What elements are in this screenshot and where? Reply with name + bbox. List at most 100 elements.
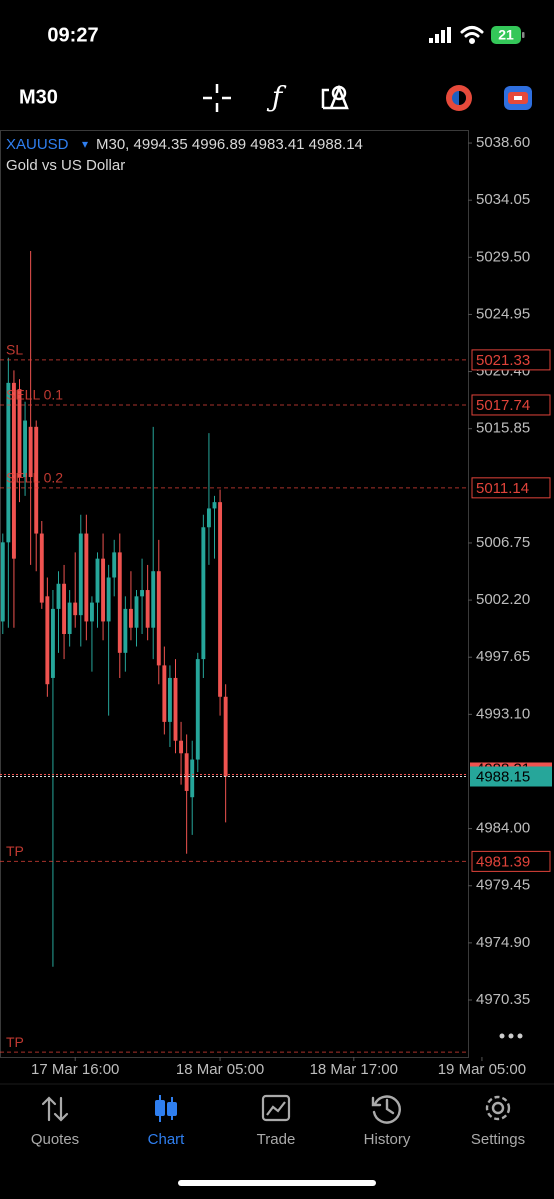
candle-body <box>73 602 78 616</box>
timeframe-button[interactable]: M30 <box>19 86 58 108</box>
tab-label[interactable]: Quotes <box>31 1131 79 1148</box>
x-tick-label: 18 Mar 17:00 <box>310 1061 398 1078</box>
y-tick-label: 4984.00 <box>476 820 530 837</box>
candle-body <box>167 677 172 722</box>
level-price-label: 4981.39 <box>476 853 530 870</box>
quotes-icon <box>41 1096 69 1122</box>
chart-description: Gold vs US Dollar <box>6 157 125 174</box>
trade-button[interactable] <box>504 86 532 110</box>
candle-body <box>62 583 67 634</box>
x-tick-label: 19 Mar 05:00 <box>438 1061 526 1078</box>
candle-body <box>195 659 200 760</box>
candle-body <box>140 590 145 597</box>
candle-body <box>112 552 117 578</box>
symbol-dropdown[interactable]: ▾ <box>82 137 88 151</box>
candle-body <box>84 533 89 622</box>
candle-body <box>218 502 223 697</box>
level-price-label: 5017.74 <box>476 397 530 414</box>
candle-body <box>190 759 195 798</box>
bid-price-box <box>470 766 552 787</box>
y-tick-label: 4970.35 <box>476 991 530 1008</box>
candle-body <box>134 596 139 628</box>
more-button[interactable] <box>499 1033 523 1039</box>
candle-body <box>223 696 228 777</box>
account-button[interactable] <box>446 85 472 111</box>
settings-icon <box>485 1095 511 1121</box>
bid-price-label: 4988.15 <box>476 768 530 785</box>
level-label: SELL 0.2 <box>6 470 63 486</box>
chart-frame <box>0 130 469 1058</box>
chart-symbol[interactable]: XAUUSD <box>6 136 69 153</box>
candle-body <box>67 602 72 634</box>
level-label: TP <box>6 843 24 859</box>
level-price-label: 5021.33 <box>476 352 530 369</box>
candle-body <box>39 533 44 603</box>
candle-body <box>117 552 122 653</box>
candle-body <box>6 382 11 543</box>
level-label: TP <box>6 1034 24 1050</box>
y-tick-label: 5029.50 <box>476 248 530 265</box>
level-label: SELL 0.1 <box>6 387 63 403</box>
level-price-box <box>471 850 551 872</box>
candle-body <box>89 602 94 622</box>
candle-body <box>179 740 184 754</box>
status-time: 09:27 <box>47 24 98 46</box>
objects-button[interactable] <box>321 84 349 110</box>
y-tick-label: 5002.20 <box>476 591 530 608</box>
y-tick-label: 4997.65 <box>476 648 530 665</box>
candle-body <box>156 571 161 666</box>
candle-body <box>50 608 55 678</box>
trade-icon <box>261 1094 291 1122</box>
chart-icon <box>155 1095 177 1122</box>
candle-body <box>106 577 111 622</box>
candle-body <box>101 558 106 622</box>
y-tick-label: 5034.05 <box>476 191 530 208</box>
y-tick-label: 4974.90 <box>476 934 530 951</box>
candle-body <box>145 590 150 628</box>
candle-body <box>23 420 28 478</box>
y-tick-label: 5038.60 <box>476 134 530 151</box>
y-tick-label: 4993.10 <box>476 705 530 722</box>
candle-body <box>11 382 16 559</box>
history-icon <box>371 1095 401 1124</box>
candle-body <box>206 508 211 528</box>
candle-body <box>95 558 100 603</box>
x-tick-label: 17 Mar 16:00 <box>31 1061 119 1078</box>
candle-body <box>212 502 217 509</box>
level-price-label: 5011.14 <box>476 480 529 497</box>
indicators-button[interactable]: ƒ <box>266 81 287 114</box>
signal-icon <box>429 27 451 43</box>
tab-label[interactable]: Settings <box>471 1131 525 1148</box>
tab-label[interactable]: Chart <box>148 1131 186 1148</box>
candle-body <box>28 426 33 478</box>
level-price-box <box>471 477 551 499</box>
candle-body <box>17 389 22 478</box>
candle-body <box>128 608 133 628</box>
candle-body <box>151 571 156 628</box>
level-price-box <box>471 349 551 371</box>
wifi-icon <box>460 26 484 44</box>
candle-body <box>162 665 167 722</box>
candle-body <box>123 608 128 653</box>
y-tick-label: 5015.85 <box>476 420 530 437</box>
y-tick-label: 5006.75 <box>476 534 530 551</box>
candle-body <box>45 596 50 685</box>
home-indicator <box>178 1180 376 1186</box>
plot-area: SL SELL 0.1 SELL 0.2 TP TP <box>0 142 483 1061</box>
y-tick-label: 5024.95 <box>476 305 530 322</box>
battery-tip <box>522 32 525 38</box>
chart-quote: M30, 4994.35 4996.89 4983.41 4988.14 <box>96 136 363 153</box>
y-tick-label: 4979.45 <box>476 877 530 894</box>
tab-label[interactable]: Trade <box>257 1131 296 1148</box>
candle-body <box>56 583 61 609</box>
crosshair-button[interactable] <box>203 84 231 112</box>
candle-body <box>78 533 83 616</box>
candle-body <box>184 753 189 791</box>
candle-body <box>173 677 178 741</box>
x-tick-label: 18 Mar 05:00 <box>176 1061 264 1078</box>
tab-label[interactable]: History <box>364 1131 411 1148</box>
candle-body <box>201 527 206 660</box>
level-label: SL <box>6 342 23 358</box>
battery <box>491 26 521 44</box>
